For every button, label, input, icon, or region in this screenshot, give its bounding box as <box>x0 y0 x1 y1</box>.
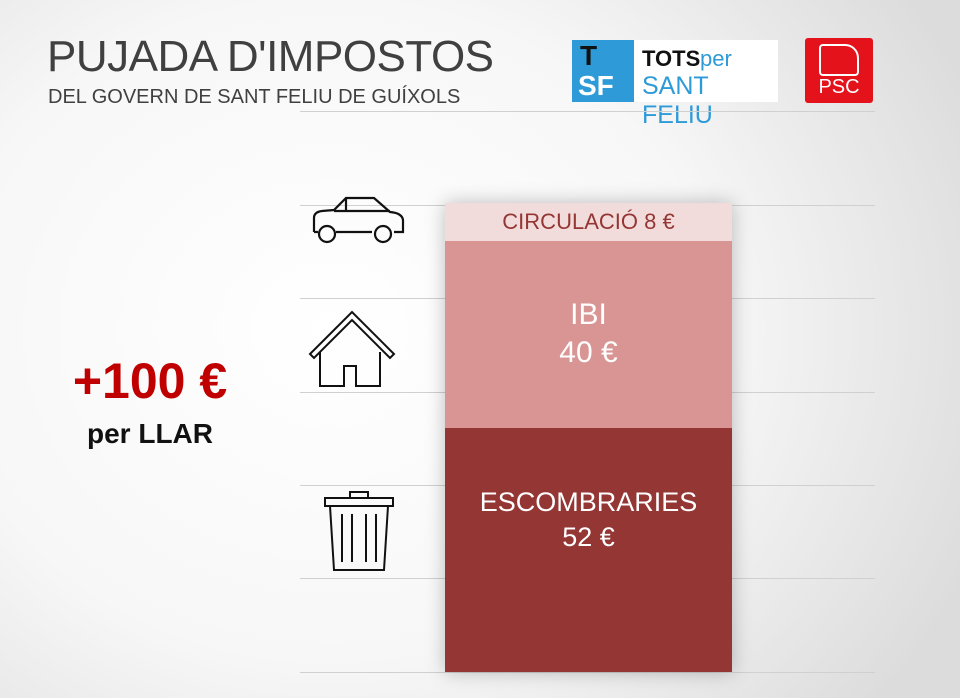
segment-value: 40 € <box>559 336 618 370</box>
car-icon <box>312 196 405 244</box>
bar-segment-circulacio: CIRCULACIÓ 8 € <box>445 203 732 241</box>
segment-label: CIRCULACIÓ 8 € <box>502 208 675 234</box>
page-subtitle: DEL GOVERN DE SANT FELIU DE GUÍXOLS <box>48 86 461 108</box>
bar-segment-ibi: IBI 40 € <box>445 240 732 429</box>
total-label: per LLAR <box>87 418 213 449</box>
psc-logo: PSC <box>805 38 873 103</box>
gridline <box>300 672 875 673</box>
gridline <box>300 111 875 112</box>
segment-value: 52 € <box>562 522 615 553</box>
segment-label: ESCOMBRARIES <box>479 487 698 518</box>
bar-segment-escombraries: ESCOMBRARIES 52 € <box>445 428 732 672</box>
total-amount: +100 € <box>72 353 228 409</box>
page-title: PUJADA D'IMPOSTOS <box>47 32 494 81</box>
segment-label: IBI <box>570 298 607 332</box>
fist-rose-icon <box>819 44 859 76</box>
tots-per-sant-feliu-logo: T SF TOTS per SANT FELIU <box>572 40 778 129</box>
house-icon <box>308 310 396 387</box>
trash-icon <box>324 491 394 571</box>
